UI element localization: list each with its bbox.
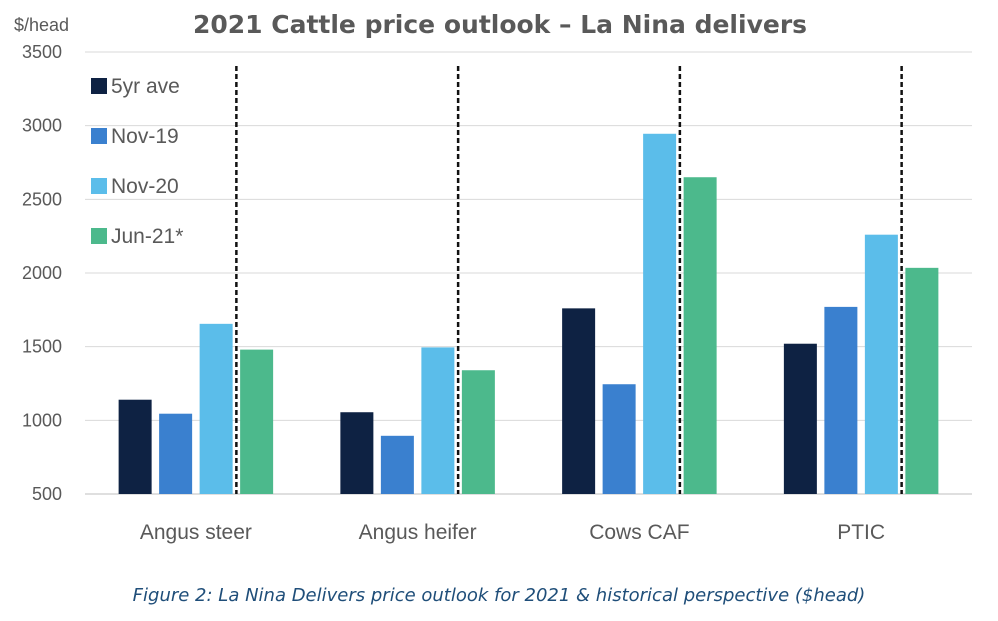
bar xyxy=(240,349,274,494)
legend-label: Jun-21* xyxy=(111,225,183,248)
bar xyxy=(783,343,817,494)
legend: 5yr ave Nov-19 Nov-20 Jun-21* xyxy=(91,75,183,248)
x-tick-label: Angus heifer xyxy=(359,521,477,544)
bar xyxy=(461,370,495,494)
legend-label: Nov-19 xyxy=(111,125,179,148)
y-tick-label: 500 xyxy=(32,484,62,504)
dashed-dividers xyxy=(235,66,903,494)
chart-title: 2021 Cattle price outlook – La Nina deli… xyxy=(193,10,807,39)
bar xyxy=(683,177,717,494)
bar xyxy=(421,347,455,494)
bar xyxy=(643,133,677,494)
legend-label: Nov-20 xyxy=(111,175,179,198)
figure-caption: Figure 2: La Nina Delivers price outlook… xyxy=(132,585,866,606)
x-tick-label: PTIC xyxy=(837,521,885,544)
bar xyxy=(864,234,898,494)
y-axis-label: $/head xyxy=(14,15,69,35)
y-tick-label: 3500 xyxy=(22,42,62,62)
bars xyxy=(118,133,939,494)
legend-swatch xyxy=(91,78,107,94)
bar xyxy=(380,435,414,494)
gridlines xyxy=(85,51,972,495)
y-tick-label: 1500 xyxy=(22,337,62,357)
y-tick-label: 3000 xyxy=(22,116,62,136)
bar xyxy=(199,323,233,494)
legend-label: 5yr ave xyxy=(111,75,180,98)
y-tick-label: 1000 xyxy=(22,410,62,430)
bar xyxy=(340,412,374,494)
legend-swatch xyxy=(91,228,107,244)
bar xyxy=(602,384,636,494)
y-tick-label: 2000 xyxy=(22,263,62,283)
x-tick-label: Cows CAF xyxy=(589,521,689,544)
bar xyxy=(159,413,193,494)
legend-swatch xyxy=(91,178,107,194)
bar xyxy=(562,308,596,494)
bar xyxy=(824,306,858,494)
y-tick-label: 2500 xyxy=(22,189,62,209)
bar xyxy=(118,399,152,494)
chart-svg: 2021 Cattle price outlook – La Nina deli… xyxy=(14,10,972,544)
x-tick-labels: Angus steer Angus heifer Cows CAF PTIC xyxy=(140,521,885,544)
legend-swatch xyxy=(91,128,107,144)
x-tick-label: Angus steer xyxy=(140,521,252,544)
y-tick-labels: 500 1000 1500 2000 2500 3000 3500 xyxy=(22,42,62,504)
bar xyxy=(905,267,939,494)
